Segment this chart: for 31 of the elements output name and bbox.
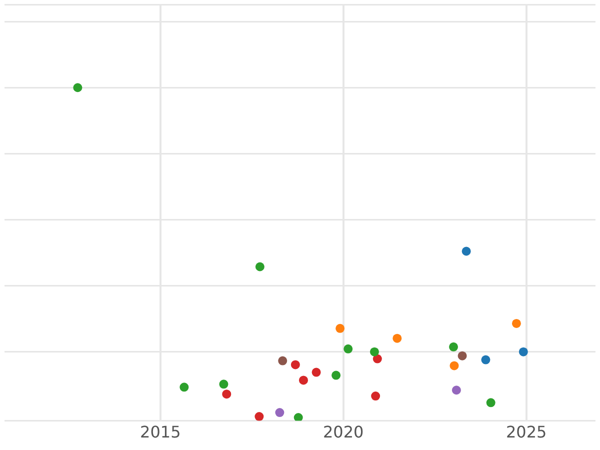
point	[450, 361, 459, 370]
x-tick-label: 2025	[506, 422, 547, 442]
point	[512, 318, 521, 328]
point	[298, 376, 308, 385]
point	[290, 360, 300, 370]
point	[449, 342, 458, 352]
point	[370, 347, 379, 356]
point	[73, 83, 82, 92]
point	[452, 386, 461, 395]
point	[180, 382, 189, 392]
point	[392, 334, 402, 343]
point	[278, 356, 288, 366]
point	[372, 354, 382, 364]
point	[371, 392, 380, 401]
point	[344, 344, 353, 354]
point	[332, 370, 341, 380]
point	[255, 262, 264, 272]
x-tick-label: 2020	[323, 422, 364, 442]
point	[458, 351, 467, 360]
point	[275, 408, 284, 418]
point	[518, 347, 528, 356]
point	[486, 398, 496, 408]
point	[481, 355, 490, 364]
point	[222, 390, 232, 399]
point	[219, 380, 228, 389]
point	[254, 412, 264, 421]
point	[294, 413, 303, 421]
point	[336, 324, 345, 333]
point	[312, 368, 321, 377]
x-tick-label: 2015	[140, 422, 181, 442]
point	[462, 246, 471, 256]
